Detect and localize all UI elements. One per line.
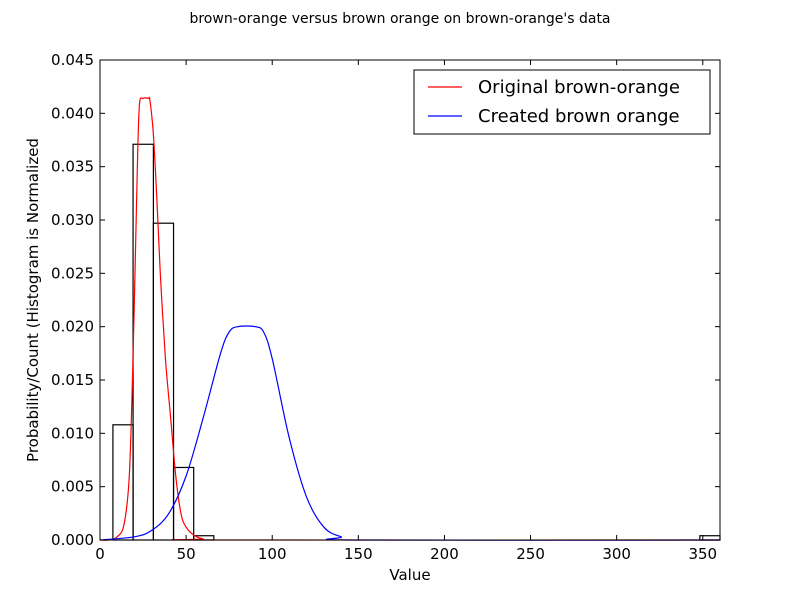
x-tick-label: 0 (95, 545, 105, 563)
y-tick-label: 0.045 (51, 51, 94, 69)
legend-label-original: Original brown-orange (478, 77, 680, 98)
plot-area: 0 50 100 150 200 250 300 350 0.0000.0050.0100.0… (51, 51, 721, 563)
series-lines (99, 96, 721, 541)
y-tick-label: 0.010 (51, 424, 94, 442)
y-tick-label: 0.020 (51, 318, 94, 336)
x-tick-label: 200 (430, 545, 459, 563)
y-tick-label: 0.035 (51, 158, 94, 176)
chart-title: brown-orange versus brown orange on brow… (189, 11, 610, 27)
x-tick-label: 300 (602, 545, 631, 563)
x-axis-ticks: 0 50 100 150 200 250 300 350 (95, 60, 717, 563)
y-tick-label: 0.015 (51, 371, 94, 389)
series-line-created (99, 325, 721, 541)
y-tick-label: 0.040 (51, 104, 94, 122)
legend: Original brown-orange Created brown oran… (413, 69, 711, 135)
plot-background (100, 60, 720, 540)
x-tick-label: 350 (688, 545, 717, 563)
y-tick-label: 0.030 (51, 211, 94, 229)
y-tick-label: 0.005 (51, 478, 94, 496)
x-tick-label: 250 (516, 545, 545, 563)
x-axis-label: Value (389, 566, 430, 584)
y-axis-label: Probability/Count (Histogram is Normaliz… (24, 138, 42, 462)
x-tick-label: 150 (344, 545, 373, 563)
x-tick-label: 50 (177, 545, 196, 563)
legend-frame (413, 69, 711, 135)
series-line-original (99, 96, 721, 541)
legend-label-created: Created brown orange (478, 106, 680, 127)
x-tick-label: 100 (258, 545, 287, 563)
y-tick-label: 0.025 (51, 264, 94, 282)
plot-frame (99, 59, 721, 541)
y-tick-label: 0.000 (51, 531, 94, 549)
y-axis-ticks: 0.000 0.005 0.010 0.015 0.020 0.025 0.030 0.035… (51, 51, 720, 549)
